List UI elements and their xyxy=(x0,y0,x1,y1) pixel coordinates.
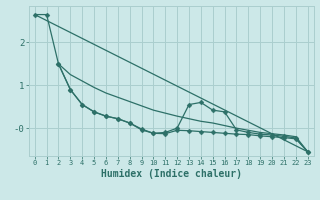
X-axis label: Humidex (Indice chaleur): Humidex (Indice chaleur) xyxy=(101,169,242,179)
